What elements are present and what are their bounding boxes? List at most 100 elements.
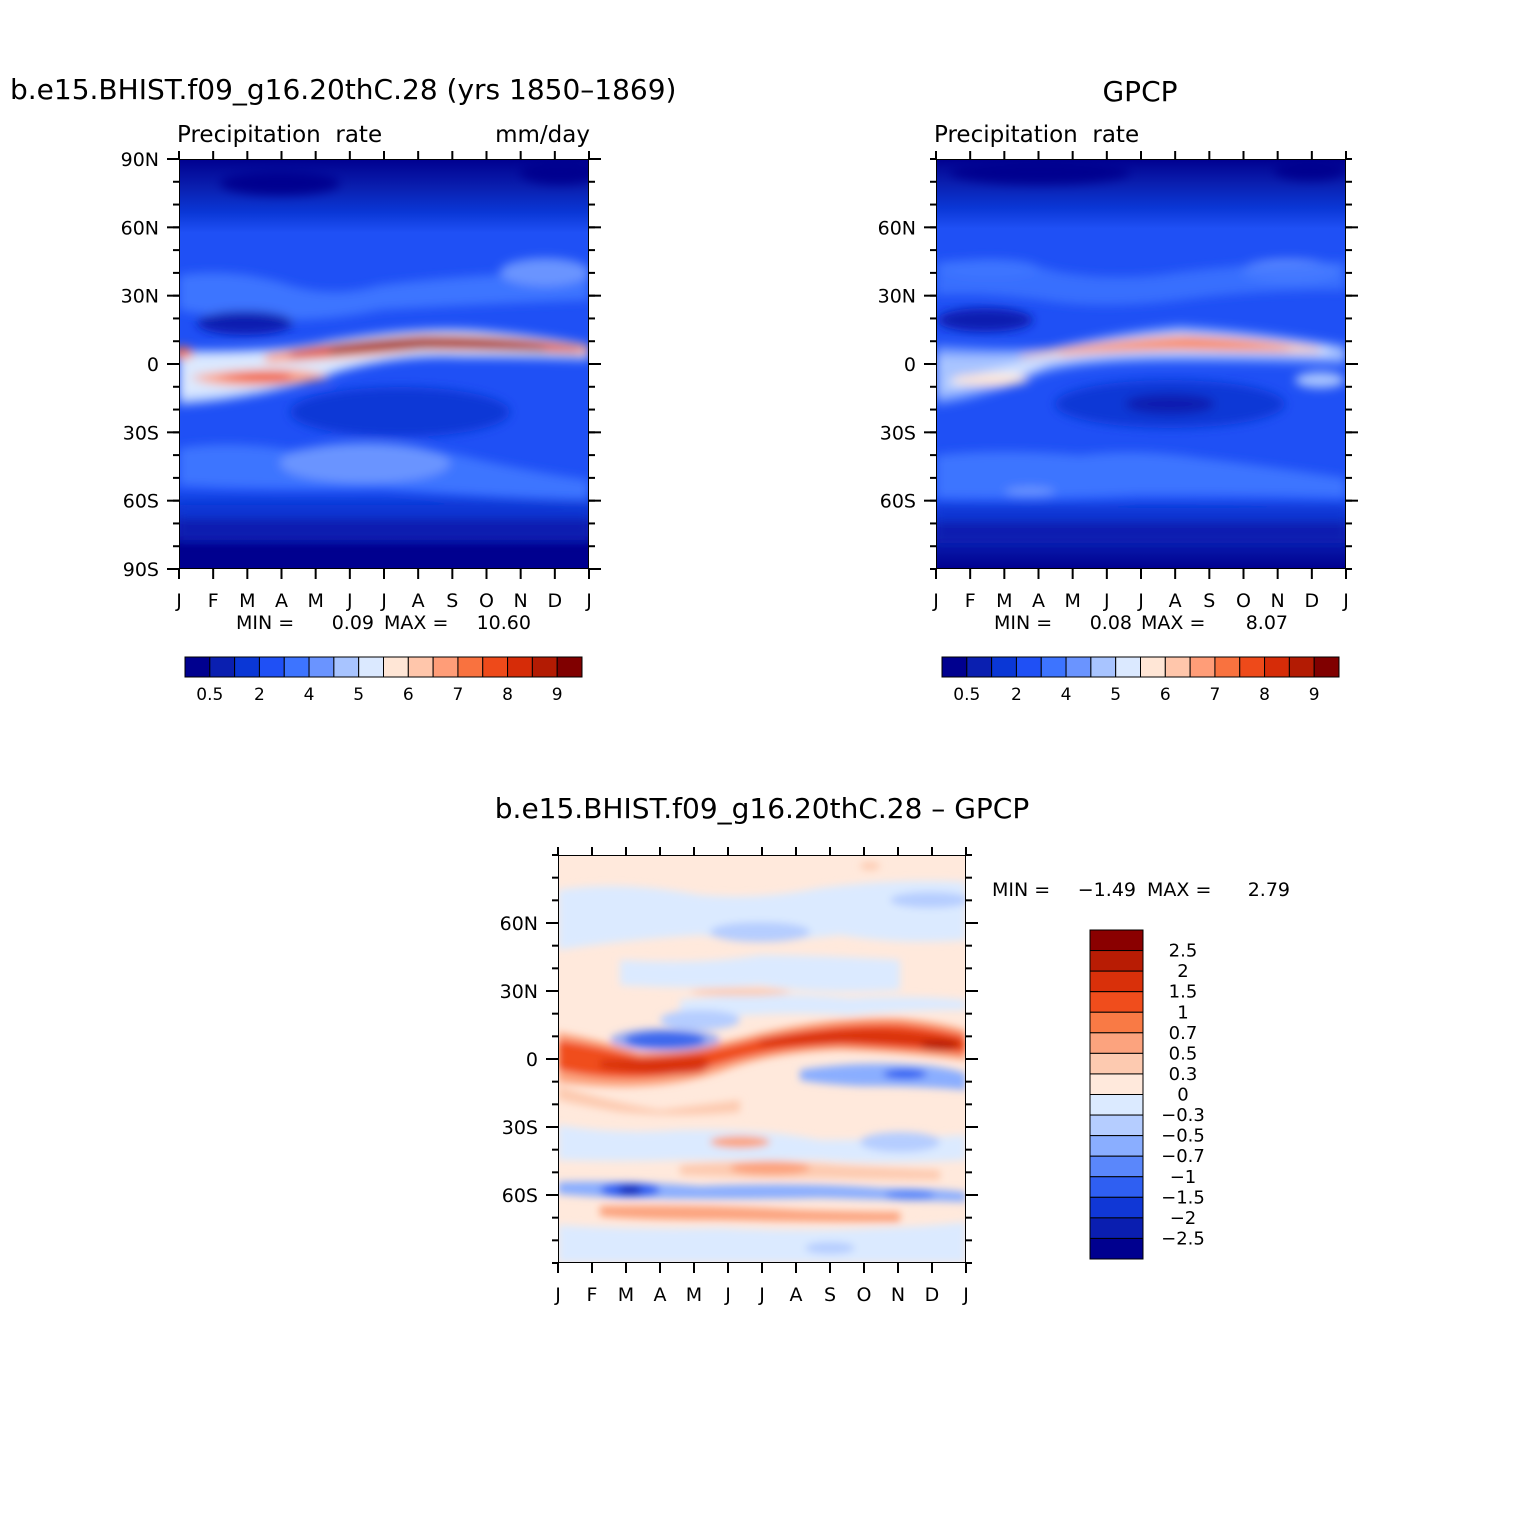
colorbar-label: 6	[1160, 685, 1171, 705]
colorbar-swatch	[1115, 656, 1141, 678]
x-tick-label: J	[962, 1284, 969, 1306]
x-tick-label: J	[724, 1284, 731, 1306]
colorbar-label: 0.5	[953, 685, 980, 705]
panel-gpcp-y-axis: 60N 30N 0 30S 60S	[878, 158, 1358, 570]
colorbar-label: −2.5	[1161, 1228, 1205, 1249]
x-tick-label: M	[1064, 590, 1080, 612]
colorbar-swatch	[1015, 656, 1042, 678]
panel-difference-stats: MIN = −1.49 MAX = 2.79	[992, 879, 1290, 901]
colorbar-label: 5	[353, 685, 364, 705]
x-tick-label: A	[412, 590, 425, 612]
stat-max-label: MAX =	[384, 612, 448, 634]
panel-model-left-label: Precipitation rate	[177, 122, 382, 148]
x-tick-label: F	[208, 590, 219, 612]
stat-min-label: MIN =	[236, 612, 294, 634]
colorbar-swatch	[1089, 1011, 1144, 1034]
panel-model-units: mm/day	[495, 122, 590, 148]
y-tick-label: 30N	[121, 286, 159, 308]
colorbar-label: −0.7	[1161, 1146, 1205, 1167]
panel-model-stats: MIN = 0.09 MAX = 10.60	[236, 612, 531, 634]
x-tick-label: N	[1271, 590, 1285, 612]
panel-model: b.e15.BHIST.f09_g16.20thC.28 (yrs 1850–1…	[10, 73, 676, 705]
x-tick-label: O	[479, 590, 494, 612]
panel-difference-y-axis: 60N 30N 0 30S 60S	[500, 854, 978, 1264]
y-tick-label: 60S	[123, 491, 159, 513]
x-tick-label: O	[1236, 590, 1251, 612]
colorbar-label: 1.5	[1169, 982, 1198, 1003]
y-tick-label: 60S	[880, 491, 916, 513]
colorbar-swatch	[1089, 1073, 1144, 1095]
x-tick-label: S	[446, 590, 458, 612]
x-tick-label: D	[548, 590, 563, 612]
colorbar-swatch	[1089, 1094, 1144, 1116]
colorbar-swatch	[966, 656, 993, 678]
colorbar-swatch	[457, 656, 484, 678]
panel-model-field	[179, 159, 589, 569]
colorbar-swatch	[1239, 656, 1266, 678]
colorbar-label: −1.5	[1161, 1187, 1205, 1208]
x-tick-label: F	[965, 590, 976, 612]
colorbar-label: 0.5	[196, 685, 223, 705]
colorbar-label: 0	[1177, 1085, 1188, 1106]
panel-gpcp-field	[936, 159, 1346, 569]
y-tick-label: 90S	[123, 559, 159, 581]
colorbar-label: −1	[1170, 1167, 1197, 1188]
panel-gpcp: GPCP Precipitation rate	[878, 75, 1358, 705]
colorbar-label: 2	[1177, 961, 1188, 982]
colorbar-swatch	[358, 656, 384, 678]
x-tick-label: A	[275, 590, 288, 612]
x-tick-label: A	[1169, 590, 1182, 612]
colorbar-swatch	[1089, 1196, 1144, 1219]
colorbar-label: 2	[254, 685, 265, 705]
x-tick-label: J	[554, 1284, 561, 1306]
colorbar-swatch	[383, 656, 409, 678]
colorbar-swatch	[1089, 929, 1144, 952]
x-tick-label: J	[585, 590, 592, 612]
colorbar-swatch	[1140, 656, 1166, 678]
panel-model-colorbar: 0.5 2 4 5 6 7 8 9	[184, 656, 583, 705]
colorbar-swatch	[1089, 1155, 1144, 1178]
y-tick-label: 60N	[500, 913, 538, 935]
colorbar-swatch	[1090, 656, 1117, 678]
x-tick-label: M	[307, 590, 323, 612]
x-tick-label: M	[996, 590, 1012, 612]
y-tick-label: 30S	[502, 1117, 538, 1139]
colorbar-label: 7	[1210, 685, 1221, 705]
colorbar-label: 8	[502, 685, 513, 705]
colorbar-swatch	[1089, 950, 1144, 972]
colorbar-swatch	[283, 656, 310, 678]
colorbar-label: 0.3	[1169, 1064, 1198, 1085]
x-tick-label: M	[239, 590, 255, 612]
x-tick-label: O	[857, 1284, 872, 1306]
colorbar-swatch	[1089, 1114, 1144, 1137]
colorbar-swatch	[1089, 1217, 1144, 1239]
colorbar-swatch	[1065, 656, 1092, 678]
stat-min-value: −1.49	[1078, 879, 1136, 901]
y-tick-label: 60S	[502, 1185, 538, 1207]
x-tick-label: A	[1032, 590, 1045, 612]
colorbar-swatch	[1089, 1052, 1144, 1075]
panel-gpcp-title: GPCP	[1102, 75, 1177, 108]
y-tick-label: 30N	[878, 286, 916, 308]
colorbar-label: 2	[1011, 685, 1022, 705]
colorbar-swatch	[482, 656, 509, 678]
colorbar-swatch	[1089, 1135, 1144, 1157]
colorbar-swatch	[1089, 1176, 1144, 1198]
colorbar-label: 2.5	[1169, 941, 1198, 962]
y-tick-label: 0	[526, 1049, 538, 1071]
stat-max-value: 2.79	[1248, 879, 1290, 901]
y-tick-label: 30S	[880, 422, 916, 444]
panel-gpcp-colorbar: 0.5 2 4 5 6 7 8 9	[941, 656, 1340, 705]
x-tick-label: D	[925, 1284, 940, 1306]
colorbar-swatch	[1040, 656, 1067, 678]
colorbar-label: 4	[304, 685, 315, 705]
x-tick-label: J	[1137, 590, 1144, 612]
colorbar-swatch	[1288, 656, 1315, 678]
panel-difference-field	[558, 855, 966, 1263]
panel-gpcp-stats: MIN = 0.08 MAX = 8.07	[994, 612, 1288, 634]
colorbar-swatch	[209, 656, 236, 678]
colorbar-swatch	[308, 656, 335, 678]
y-tick-label: 90N	[121, 149, 159, 171]
